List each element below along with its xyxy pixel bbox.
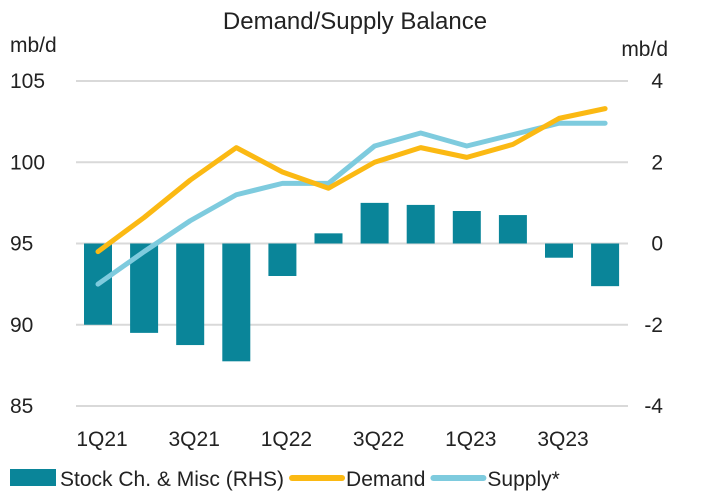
x-tick-label: 3Q23 — [537, 428, 588, 451]
left-axis-tick-label: 95 — [10, 233, 33, 256]
right-axis-tick-label: 4 — [651, 70, 663, 93]
legend-label: Stock Ch. & Misc (RHS) — [60, 468, 284, 491]
right-axis-unit-label: mb/d — [621, 38, 668, 61]
stock-change-bars — [84, 202, 620, 362]
left-axis-unit-label: mb/d — [10, 34, 57, 57]
x-axis-ticks: 1Q21 3Q21 1Q22 3Q22 1Q23 3Q23 — [76, 428, 588, 451]
right-axis-tick-label: -4 — [644, 395, 663, 418]
bar-4Q22 — [406, 204, 435, 244]
legend-label: Supply* — [487, 468, 559, 491]
x-tick-label: 1Q22 — [261, 428, 312, 451]
bar-1Q23 — [452, 211, 481, 244]
right-axis-tick-label: 0 — [651, 233, 663, 256]
left-axis-tick-label: 100 — [10, 151, 45, 174]
left-axis-tick-label: 105 — [10, 70, 45, 93]
bar-4Q21 — [222, 243, 251, 362]
gridlines — [76, 80, 628, 407]
bar-3Q22 — [360, 202, 389, 244]
right-axis-ticks: 4 2 0 -2 -4 — [644, 70, 663, 418]
right-axis-tick-label: 2 — [651, 151, 663, 174]
series-lines — [95, 106, 608, 287]
legend-swatch-bar — [10, 469, 56, 486]
x-tick-label: 1Q21 — [76, 428, 127, 451]
left-axis-tick-label: 90 — [10, 314, 33, 337]
bar-2Q23 — [498, 215, 527, 244]
legend-label: Demand — [346, 468, 425, 491]
bar-4Q23 — [591, 243, 620, 287]
left-axis-tick-label: 85 — [10, 395, 33, 418]
bar-3Q23 — [545, 243, 573, 258]
chart-title: Demand/Supply Balance — [223, 8, 487, 35]
line-demand — [95, 106, 608, 255]
left-axis-ticks: 105 100 95 90 85 — [10, 70, 45, 418]
x-tick-label: 1Q23 — [445, 428, 496, 451]
x-tick-label: 3Q22 — [353, 428, 404, 451]
bar-2Q22 — [314, 233, 343, 244]
bar-1Q22 — [268, 243, 297, 276]
legend: Stock Ch. & Misc (RHS) Demand Supply* — [10, 468, 560, 491]
line-supply- — [95, 120, 608, 287]
bar-3Q21 — [176, 243, 205, 346]
right-axis-tick-label: -2 — [644, 314, 663, 337]
x-tick-label: 3Q21 — [169, 428, 220, 451]
